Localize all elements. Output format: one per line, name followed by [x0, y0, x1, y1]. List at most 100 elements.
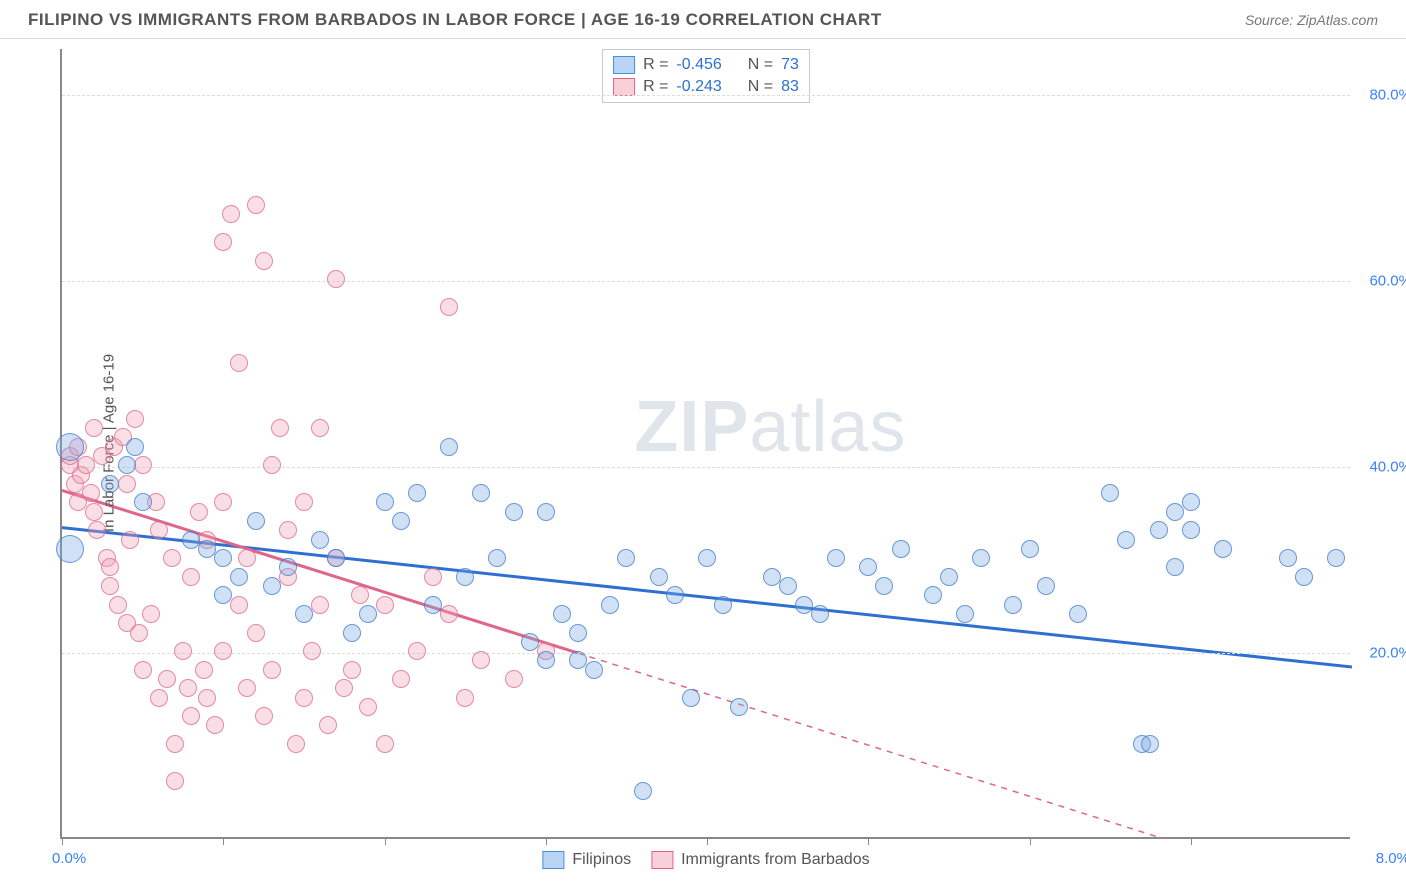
data-point	[924, 586, 942, 604]
data-point	[1182, 521, 1200, 539]
plot-region: ZIPatlas R = -0.456 N = 73 R = -0.243 N …	[60, 49, 1350, 839]
data-point	[222, 205, 240, 223]
data-point	[319, 716, 337, 734]
data-point	[263, 456, 281, 474]
data-point	[1214, 540, 1232, 558]
data-point	[182, 568, 200, 586]
data-point	[1141, 735, 1159, 753]
data-point	[956, 605, 974, 623]
data-point	[1004, 596, 1022, 614]
data-point	[940, 568, 958, 586]
data-point	[214, 642, 232, 660]
legend-item-filipinos: Filipinos	[542, 851, 631, 869]
data-point	[424, 596, 442, 614]
data-point	[634, 782, 652, 800]
data-point	[601, 596, 619, 614]
data-point	[247, 624, 265, 642]
data-point	[859, 558, 877, 576]
data-point	[287, 735, 305, 753]
legend-item-barbados: Immigrants from Barbados	[651, 851, 870, 869]
y-tick-label: 20.0%	[1369, 645, 1406, 662]
swatch-blue-icon	[613, 56, 635, 74]
data-point	[617, 549, 635, 567]
data-point	[118, 475, 136, 493]
swatch-pink-icon	[651, 851, 673, 869]
data-point	[195, 661, 213, 679]
data-point	[682, 689, 700, 707]
data-point	[730, 698, 748, 716]
source-attribution: Source: ZipAtlas.com	[1245, 12, 1378, 28]
data-point	[763, 568, 781, 586]
data-point	[82, 484, 100, 502]
y-tick-label: 80.0%	[1369, 87, 1406, 104]
data-point	[472, 484, 490, 502]
data-point	[214, 493, 232, 511]
data-point	[892, 540, 910, 558]
data-point	[150, 521, 168, 539]
data-point	[118, 456, 136, 474]
data-point	[569, 651, 587, 669]
data-point	[247, 512, 265, 530]
data-point	[230, 354, 248, 372]
data-point	[263, 661, 281, 679]
data-point	[311, 531, 329, 549]
watermark-atlas: atlas	[749, 387, 906, 467]
data-point	[488, 549, 506, 567]
x-axis-max-label: 8.0%	[1376, 850, 1406, 867]
data-point	[972, 549, 990, 567]
data-point	[214, 233, 232, 251]
data-point	[150, 689, 168, 707]
data-point	[134, 661, 152, 679]
data-point	[126, 410, 144, 428]
data-point	[190, 503, 208, 521]
legend-label: Immigrants from Barbados	[681, 851, 870, 869]
data-point	[56, 535, 84, 563]
stats-n-label: N =	[748, 78, 773, 96]
data-point	[327, 270, 345, 288]
y-tick-label: 40.0%	[1369, 459, 1406, 476]
data-point	[1166, 503, 1184, 521]
data-point	[553, 605, 571, 623]
data-point	[1295, 568, 1313, 586]
data-point	[440, 605, 458, 623]
data-point	[376, 735, 394, 753]
data-point	[650, 568, 668, 586]
data-point	[206, 716, 224, 734]
data-point	[408, 642, 426, 660]
data-point	[134, 456, 152, 474]
data-point	[101, 475, 119, 493]
data-point	[392, 512, 410, 530]
data-point	[101, 577, 119, 595]
data-point	[1150, 521, 1168, 539]
data-point	[456, 568, 474, 586]
data-point	[198, 689, 216, 707]
data-point	[1166, 558, 1184, 576]
data-point	[311, 596, 329, 614]
data-point	[214, 549, 232, 567]
data-point	[85, 503, 103, 521]
data-point	[537, 651, 555, 669]
chart-title: FILIPINO VS IMMIGRANTS FROM BARBADOS IN …	[28, 10, 882, 30]
data-point	[456, 689, 474, 707]
data-point	[166, 772, 184, 790]
data-point	[238, 679, 256, 697]
data-point	[795, 596, 813, 614]
chart-header: FILIPINO VS IMMIGRANTS FROM BARBADOS IN …	[0, 0, 1406, 39]
data-point	[174, 642, 192, 660]
gridline	[62, 653, 1350, 654]
x-tick	[707, 837, 708, 845]
x-tick	[546, 837, 547, 845]
data-point	[1069, 605, 1087, 623]
x-tick	[868, 837, 869, 845]
data-point	[255, 252, 273, 270]
data-point	[666, 586, 684, 604]
data-point	[163, 549, 181, 567]
data-point	[121, 531, 139, 549]
x-axis-min-label: 0.0%	[52, 850, 86, 867]
x-tick	[1030, 837, 1031, 845]
y-tick-label: 60.0%	[1369, 273, 1406, 290]
data-point	[505, 670, 523, 688]
data-point	[875, 577, 893, 595]
x-tick	[223, 837, 224, 845]
data-point	[88, 521, 106, 539]
